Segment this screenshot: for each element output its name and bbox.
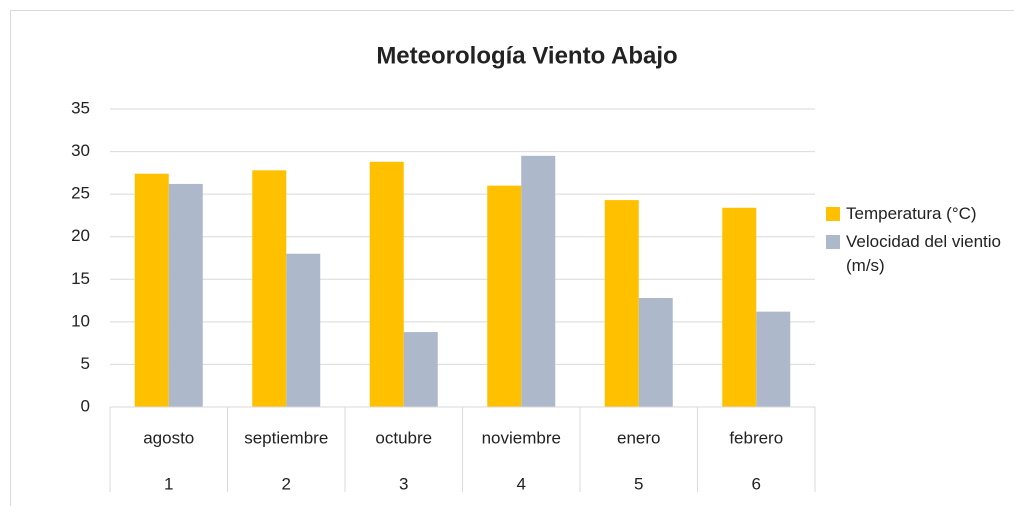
x-tick-label: noviembre	[482, 428, 561, 447]
x-tick-label: agosto	[143, 428, 194, 447]
chart-title: Meteorología Viento Abajo	[376, 42, 677, 69]
x-tick-number: 2	[282, 474, 291, 493]
bar	[487, 185, 522, 407]
x-tick-number: 3	[399, 474, 408, 493]
bar	[286, 253, 321, 407]
bar	[722, 207, 757, 407]
bar	[521, 155, 556, 407]
bar	[638, 298, 673, 407]
x-tick-label: septiembre	[244, 428, 328, 447]
bar	[252, 170, 287, 407]
x-tick-number: 6	[752, 474, 761, 493]
bar	[168, 183, 203, 407]
legend-swatch	[826, 235, 840, 249]
bar	[403, 332, 438, 407]
legend-item: Temperatura (°C)	[826, 202, 1006, 226]
x-tick-label: febrero	[729, 428, 783, 447]
y-tick-label: 10	[71, 311, 90, 330]
x-tick-number: 5	[634, 474, 643, 493]
y-tick-label: 15	[71, 269, 90, 288]
x-tick-number: 1	[164, 474, 173, 493]
y-tick-label: 0	[81, 396, 90, 415]
y-tick-label: 35	[71, 98, 90, 117]
y-tick-label: 5	[81, 354, 90, 373]
legend: Temperatura (°C) Velocidad del vientio (m…	[826, 202, 1006, 282]
bar	[369, 161, 404, 407]
legend-item: Velocidad del vientio (m/s)	[826, 230, 1006, 278]
chart-border	[10, 10, 1014, 506]
y-tick-label: 25	[71, 184, 90, 203]
x-tick-label: enero	[617, 428, 660, 447]
y-tick-label: 20	[71, 226, 90, 245]
bar	[756, 311, 791, 407]
legend-swatch	[826, 207, 840, 221]
legend-label: Temperatura (°C)	[846, 204, 977, 223]
x-tick-number: 4	[517, 474, 526, 493]
legend-label: Velocidad del vientio (m/s)	[846, 232, 1002, 275]
y-tick-label: 30	[71, 141, 90, 160]
x-tick-label: octubre	[375, 428, 432, 447]
bar	[604, 200, 639, 407]
bar	[134, 173, 169, 407]
